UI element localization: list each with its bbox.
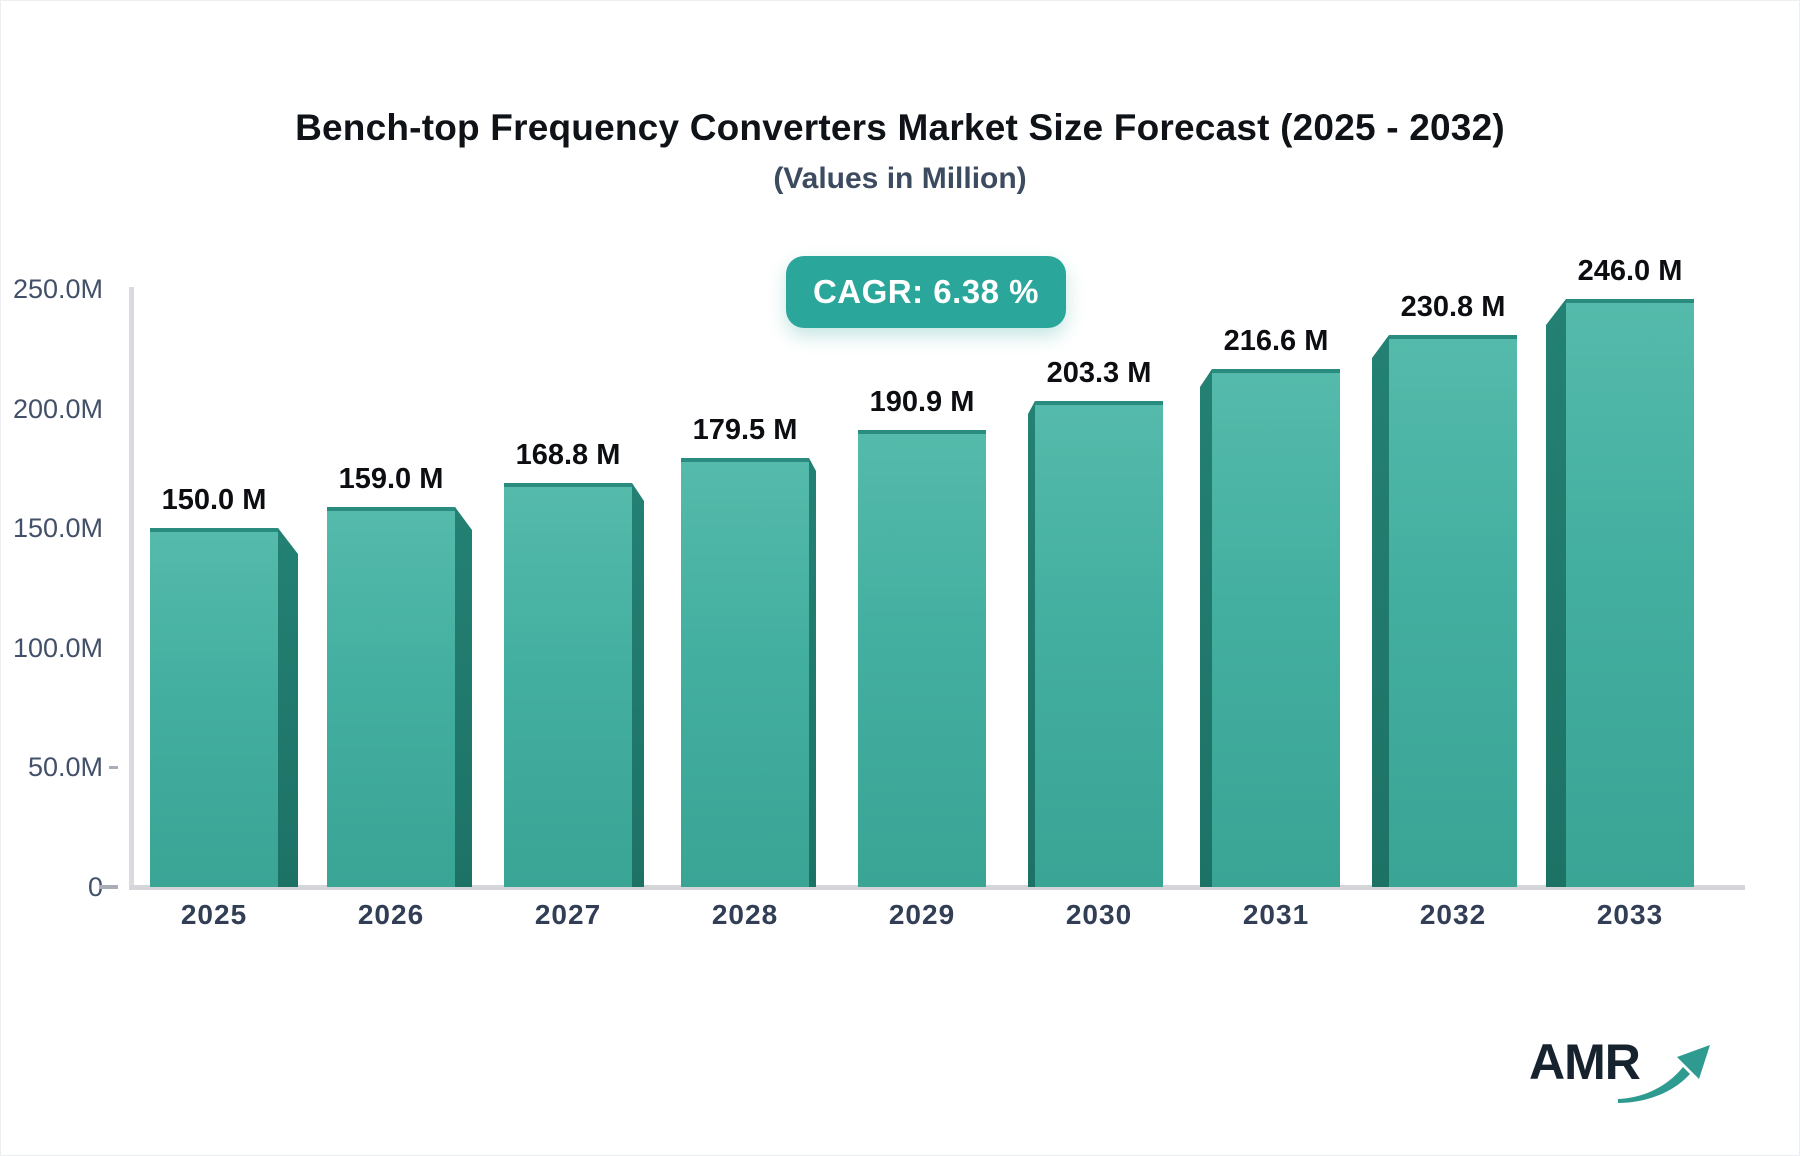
bar-side-face [1200, 369, 1212, 887]
bar-value-label: 168.8 M [515, 439, 621, 471]
bar-value-label: 230.8 M [1400, 291, 1506, 323]
y-axis-label: 0 [87, 872, 103, 902]
chart-subtitle: (Values in Million) [773, 162, 1027, 195]
y-axis-line [129, 287, 134, 887]
bar-value-label: 216.6 M [1223, 325, 1329, 357]
bar-value-label: 179.5 M [692, 414, 798, 446]
bar-side-face [632, 483, 644, 887]
x-axis-label: 2030 [1065, 899, 1133, 930]
bar-2028[interactable] [681, 458, 809, 887]
bar-2030[interactable] [1035, 401, 1163, 887]
bar-value-label: 246.0 M [1577, 255, 1683, 287]
bar-2029[interactable] [858, 430, 986, 887]
bar-side-face [1546, 299, 1566, 887]
bar-side-face [1372, 335, 1389, 887]
x-axis-label: 2031 [1242, 899, 1310, 930]
bar-side-face [809, 458, 816, 887]
cagr-badge: CAGR: 6.38 % [786, 256, 1066, 328]
x-axis-label: 2029 [888, 899, 956, 930]
bar-2031[interactable] [1212, 369, 1340, 887]
y-axis-label: 250.0M [12, 274, 103, 304]
amr-logo: AMR [1529, 1033, 1719, 1113]
bar-value-label: 203.3 M [1046, 357, 1152, 389]
chart-title: Bench-top Frequency Converters Market Si… [295, 107, 1505, 148]
x-axis-label: 2032 [1419, 899, 1487, 930]
bar-2025[interactable] [150, 528, 278, 887]
bar-side-face [1028, 401, 1035, 887]
bar-value-label: 150.0 M [161, 484, 267, 516]
bar-side-face [455, 507, 472, 887]
y-axis-label: 150.0M [12, 513, 103, 544]
y-axis-label: 200.0M [12, 393, 103, 424]
x-axis-label: 2026 [357, 899, 425, 930]
bar-2032[interactable] [1389, 335, 1517, 887]
x-axis-line [129, 885, 1745, 890]
y-tick [109, 766, 118, 770]
x-axis-label: 2028 [711, 899, 779, 930]
y-axis-label: 100.0M [12, 632, 103, 663]
x-axis-label: 2027 [534, 899, 602, 930]
x-axis-label: 2033 [1596, 899, 1664, 930]
y-axis-label: 50.0M [27, 752, 103, 783]
logo-arrow-icon [1618, 1045, 1710, 1103]
logo-text: AMR [1529, 1034, 1641, 1090]
bar-2026[interactable] [327, 507, 455, 887]
x-axis-label: 2025 [180, 899, 248, 930]
bar-value-label: 159.0 M [338, 463, 444, 495]
bar-side-face [278, 528, 298, 887]
bar-2033[interactable] [1566, 299, 1694, 887]
y-tick [99, 885, 118, 889]
bar-value-label: 190.9 M [869, 386, 975, 418]
bar-2027[interactable] [504, 483, 632, 887]
